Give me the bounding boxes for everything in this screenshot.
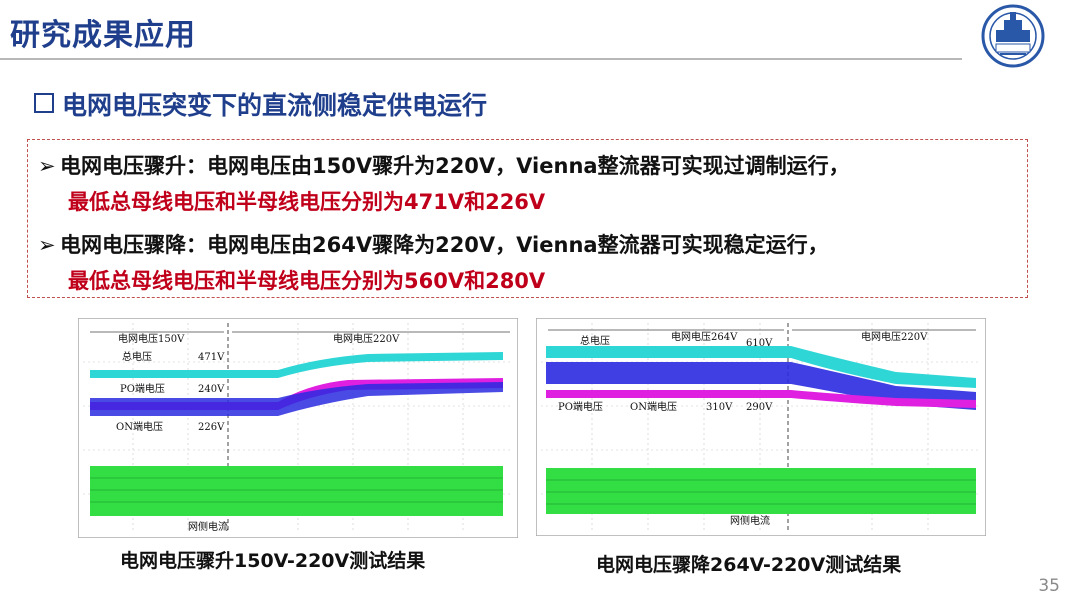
summary-box xyxy=(27,139,1028,298)
section-heading-text: 电网电压突变下的直流侧稳定供电运行 xyxy=(62,91,488,120)
bullet-1: ➢ 电网电压骤升：电网电压由150V骤升为220V，Vienna整流器可实现过调制… xyxy=(38,150,850,180)
on-voltage-label: ON端电压 xyxy=(116,420,163,433)
title-divider xyxy=(0,58,962,60)
on-voltage-label: ON端电压 xyxy=(630,400,677,413)
po-voltage-value: 310V xyxy=(706,402,733,413)
po-voltage-label: PO端电压 xyxy=(558,400,603,413)
phase-label-1: 电网电压264V xyxy=(671,330,738,343)
bullet-1-highlight: 最低总母线电压和半母线电压分别为471V和226V xyxy=(68,190,546,214)
total-voltage-value: 610V xyxy=(746,338,773,349)
caption-right: 电网电压骤降264V-220V测试结果 xyxy=(596,554,902,576)
bullet-2-text: 电网电压骤降：电网电压由264V骤降为220V，Vienna整流器可实现稳定运行… xyxy=(60,233,829,257)
total-voltage-value: 471V xyxy=(198,352,225,363)
current-label: 网侧电流 xyxy=(188,520,228,533)
page-title: 研究成果应用 xyxy=(10,18,196,53)
on-voltage-value: 290V xyxy=(746,402,773,413)
bullet-1-text: 电网电压骤升：电网电压由150V骤升为220V，Vienna整流器可实现过调制运… xyxy=(60,154,850,178)
current-label: 网侧电流 xyxy=(730,514,770,527)
on-voltage-value: 226V xyxy=(198,422,225,433)
bullet-2: ➢ 电网电压骤降：电网电压由264V骤降为220V，Vienna整流器可实现稳定运… xyxy=(38,229,829,259)
page-number: 35 xyxy=(1038,576,1060,596)
arrow-bullet-icon: ➢ xyxy=(38,233,56,257)
po-voltage-value: 240V xyxy=(198,384,225,395)
total-voltage-label: 总电压 xyxy=(122,350,152,363)
university-logo-icon xyxy=(981,4,1045,68)
phase-label-2: 电网电压220V xyxy=(861,330,928,343)
phase-label-2: 电网电压220V xyxy=(333,332,400,345)
section-heading: 电网电压突变下的直流侧稳定供电运行 xyxy=(34,86,487,122)
phase-label-1: 电网电压150V xyxy=(118,332,185,345)
arrow-bullet-icon: ➢ xyxy=(38,154,56,178)
bullet-2-highlight: 最低总母线电压和半母线电压分别为560V和280V xyxy=(68,269,546,293)
total-voltage-label: 总电压 xyxy=(580,334,610,347)
checkbox-square-icon xyxy=(34,93,54,113)
waveform-left: 电网电压150V 电网电压220V 总电压 471V PO端电压 240V ON… xyxy=(78,318,518,538)
po-voltage-label: PO端电压 xyxy=(120,382,165,395)
waveform-right: 电网电压264V 电网电压220V 总电压 610V PO端电压 ON端电压 3… xyxy=(536,318,986,536)
caption-left: 电网电压骤升150V-220V测试结果 xyxy=(120,550,426,572)
